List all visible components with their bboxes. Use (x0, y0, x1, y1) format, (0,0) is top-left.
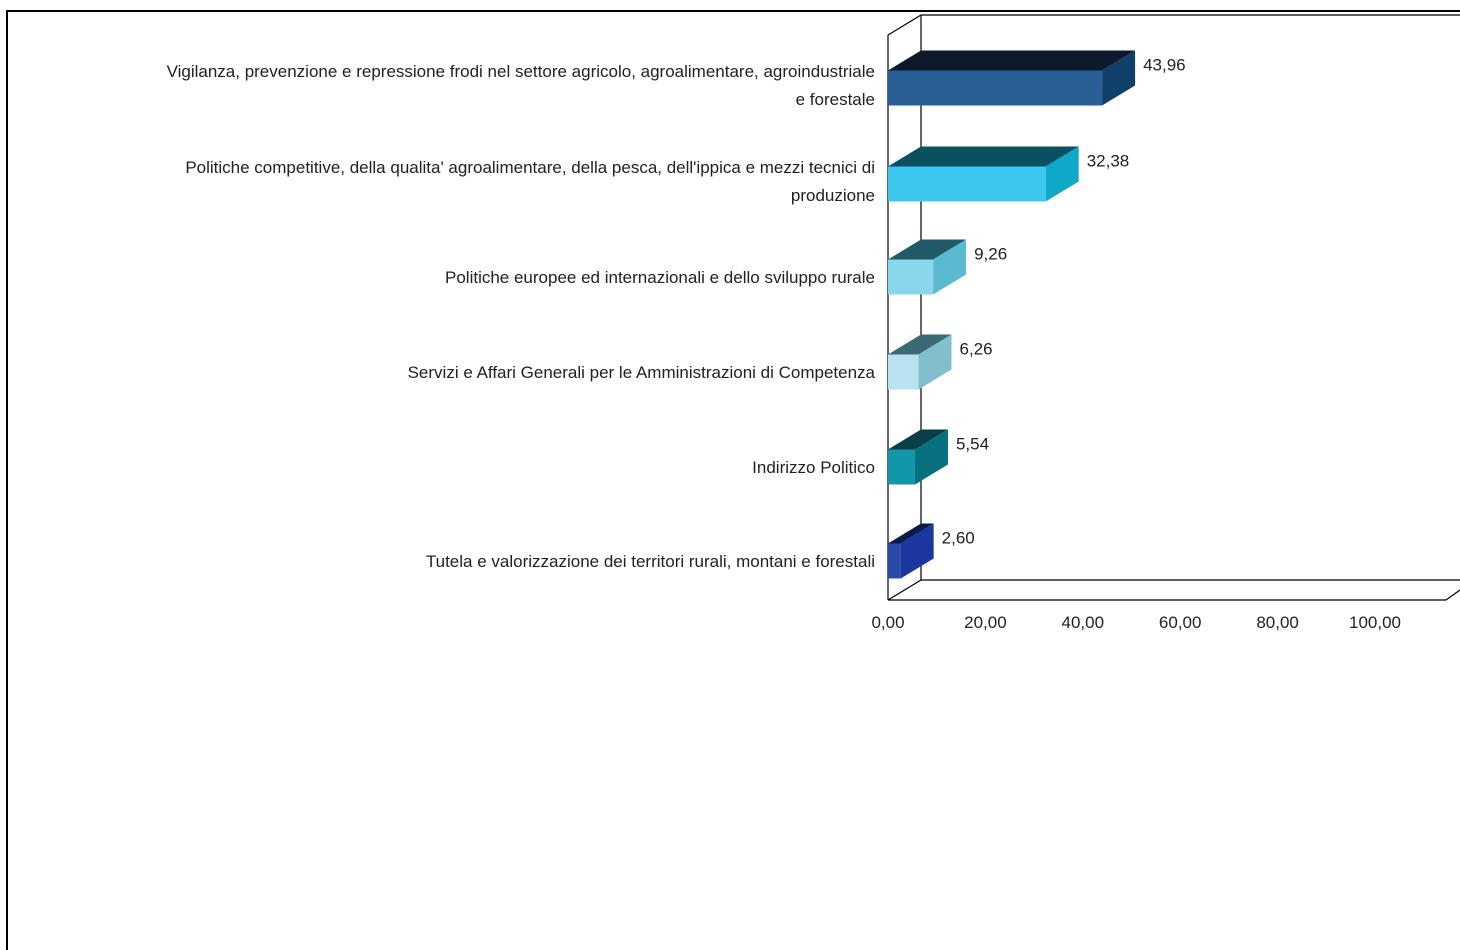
bar-top-face (888, 146, 1079, 167)
x-tick-label: 100,00 (1349, 613, 1401, 632)
bar-top-face (888, 429, 948, 450)
bar-side-face (933, 239, 967, 295)
bar-top-face (888, 239, 967, 260)
x-tick-label: 0,00 (871, 613, 904, 632)
floor-left-edge (887, 579, 922, 601)
category-label: Politiche competitive, della qualita' ag… (185, 158, 875, 177)
bar (888, 334, 952, 390)
x-axis-ticks-group: 0,00 20,00 40,00 60,00 80,00 100,00 (871, 613, 1401, 632)
value-label: 43,96 (1143, 56, 1186, 75)
bar (888, 239, 967, 295)
x-tick-label: 60,00 (1159, 613, 1202, 632)
chart-frame (6, 10, 1460, 950)
bar-side-face (1045, 146, 1079, 202)
bar-front-face (888, 449, 915, 485)
category-label: Indirizzo Politico (752, 458, 875, 477)
bar-top-face (888, 523, 934, 544)
value-label: 2,60 (942, 529, 975, 548)
category-labels-group: Vigilanza, prevenzione e repressione fro… (167, 62, 876, 571)
bar-front-face (888, 354, 919, 390)
bar-front-face (888, 543, 901, 579)
category-label: Vigilanza, prevenzione e repressione fro… (167, 62, 875, 81)
bar-front-face (888, 259, 934, 295)
chart-walls (887, 10, 1460, 601)
bar-side-face (918, 334, 952, 390)
bar-front-face (888, 166, 1046, 202)
value-labels-group: 43,96 32,38 9,26 6,26 5,54 2,60 (942, 56, 1186, 548)
category-label: Politiche europee ed internazionali e de… (445, 268, 875, 287)
bar (888, 146, 1079, 202)
bar-top-face (888, 334, 952, 355)
side-wall-top-edge (887, 14, 922, 36)
value-label: 9,26 (974, 245, 1007, 264)
category-label: e forestale (796, 90, 875, 109)
x-tick-label: 40,00 (1062, 613, 1105, 632)
floor-right-edge (1445, 589, 1460, 601)
x-tick-label: 80,00 (1256, 613, 1299, 632)
value-label: 32,38 (1087, 152, 1130, 171)
category-label: Tutela e valorizzazione dei territori ru… (426, 552, 875, 571)
value-label: 6,26 (959, 340, 992, 359)
category-label: produzione (791, 186, 875, 205)
bar-front-face (888, 70, 1103, 106)
bar-side-face (1102, 50, 1136, 106)
bar (888, 523, 934, 579)
bar (888, 429, 948, 485)
bar-side-face (900, 523, 934, 579)
bars-group (888, 50, 1136, 579)
x-tick-label: 20,00 (964, 613, 1007, 632)
category-label: Servizi e Affari Generali per le Amminis… (408, 363, 876, 382)
bar (888, 50, 1136, 106)
bar-top-face (888, 50, 1136, 71)
value-label: 5,54 (956, 435, 989, 454)
bar-side-face (914, 429, 948, 485)
